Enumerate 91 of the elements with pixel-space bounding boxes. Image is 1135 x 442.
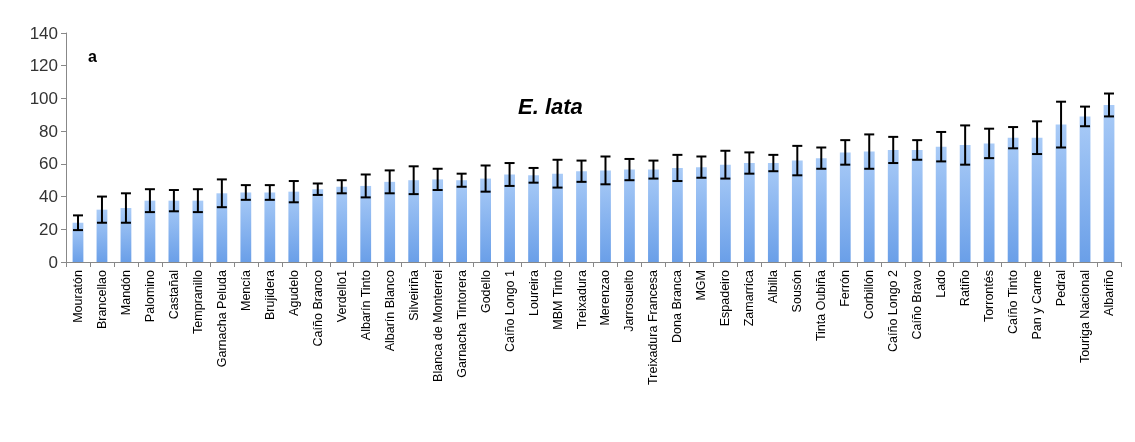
x-tick-label: Albilla [766, 269, 781, 304]
x-tick-label: Treixadura Francesa [646, 269, 661, 385]
bar [767, 163, 779, 262]
bar [312, 189, 324, 262]
y-tick-label: 0 [48, 252, 58, 272]
bar [863, 151, 875, 262]
x-tick-label: Caíño Longo 2 [886, 269, 901, 353]
x-tick-label: Verdello1 [334, 269, 349, 323]
x-tick-label: Zamarrica [742, 269, 757, 327]
bar [240, 192, 252, 262]
bar [935, 146, 947, 262]
bar [719, 164, 731, 262]
x-tick-label: Pedral [1054, 270, 1069, 307]
bar [1079, 116, 1091, 262]
x-tick-label: Touriga Nacional [1078, 270, 1093, 364]
x-tick-label: Loureira [526, 269, 541, 316]
x-tick-label: Albarín Blanco [382, 269, 397, 352]
x-tick-label: Torrontés [982, 270, 997, 323]
x-tick-label: Albariño [1102, 269, 1117, 316]
x-tick-label: Albarín Tinto [358, 269, 373, 341]
x-tick-label: Caíño Tinto [1006, 269, 1021, 334]
bar [887, 149, 899, 262]
bar [983, 143, 995, 262]
x-tick-label: Brancellao [94, 269, 109, 330]
bar [672, 167, 683, 262]
bar [1007, 137, 1019, 262]
y-tick-label: 140 [29, 23, 58, 43]
x-tick-label: Dona Branca [670, 269, 685, 343]
y-tick-label: 100 [29, 88, 58, 108]
bar [336, 186, 348, 262]
bar [192, 200, 204, 262]
x-tick-label: Mencía [238, 269, 253, 311]
text: E. lata [518, 93, 583, 119]
bar [839, 152, 851, 262]
x-tick-label: Tempranillo [190, 269, 205, 334]
x-tick-label: Mouratón [70, 269, 85, 323]
bar [216, 193, 228, 262]
x-tick-label: Silveiriña [406, 269, 421, 321]
bar [456, 180, 468, 262]
bar [791, 160, 803, 262]
y-tick-label: 20 [39, 219, 58, 239]
x-tick-label: Caíño Longo 1 [502, 269, 517, 353]
x-tick-label: Brujidera [262, 269, 277, 321]
x-tick-label: Pan y Carne [1030, 269, 1045, 340]
x-tick-label: Lado [934, 269, 949, 298]
x-tick-label: Sousón [790, 269, 805, 313]
y-tick-label: 80 [39, 121, 58, 141]
bar [959, 145, 971, 262]
bar [624, 169, 635, 262]
x-tick-label: Ratiño [958, 269, 973, 307]
bar [743, 163, 755, 262]
x-tick-label: Godello [478, 269, 493, 314]
y-tick-label: 40 [39, 187, 58, 207]
x-tick-label: Corbillón [862, 269, 877, 320]
bar [264, 192, 276, 262]
x-tick-label: Garnacha Peluda [214, 269, 229, 368]
x-tick-label: Mandón [118, 269, 133, 316]
bar [360, 185, 372, 262]
x-tick-label: Agudelo [286, 269, 301, 316]
bar [528, 175, 539, 262]
x-tick-label: Blanca de Monterrei [430, 270, 445, 382]
bar [504, 174, 515, 262]
bar [911, 149, 923, 262]
bar [288, 191, 300, 262]
x-tick-label: Treixadura [574, 269, 589, 330]
bar [815, 158, 827, 262]
bar [408, 180, 420, 262]
bar [480, 178, 491, 262]
bar [648, 169, 659, 262]
bar [552, 173, 563, 262]
x-tick-label: Espadeiro [718, 269, 733, 327]
bar [576, 171, 587, 262]
x-tick-label: Ferrón [838, 269, 853, 307]
y-tick-label: 120 [29, 56, 58, 76]
annotation: a [88, 47, 97, 65]
bar [1103, 104, 1115, 262]
bar [696, 167, 707, 262]
x-tick-label: MBM Tinto [550, 269, 565, 330]
bar [432, 179, 444, 262]
bar [600, 170, 611, 262]
x-tick-label: Castañal [166, 270, 181, 320]
x-tick-label: Caíño Bravo [910, 269, 925, 340]
x-tick-label: Palomino [142, 269, 157, 323]
x-tick-label: Jarrosuelto [622, 269, 637, 332]
x-tick-label: Garnacha Tintorera [454, 269, 469, 378]
y-tick-label: 60 [39, 154, 58, 174]
bar [384, 181, 396, 262]
x-tick-label: MGM [694, 270, 709, 301]
x-tick-label: Caíño Branco [310, 269, 325, 347]
x-tick-label: Merenzao [598, 269, 613, 326]
x-tick-label: Tinta Oubiña [814, 269, 829, 342]
